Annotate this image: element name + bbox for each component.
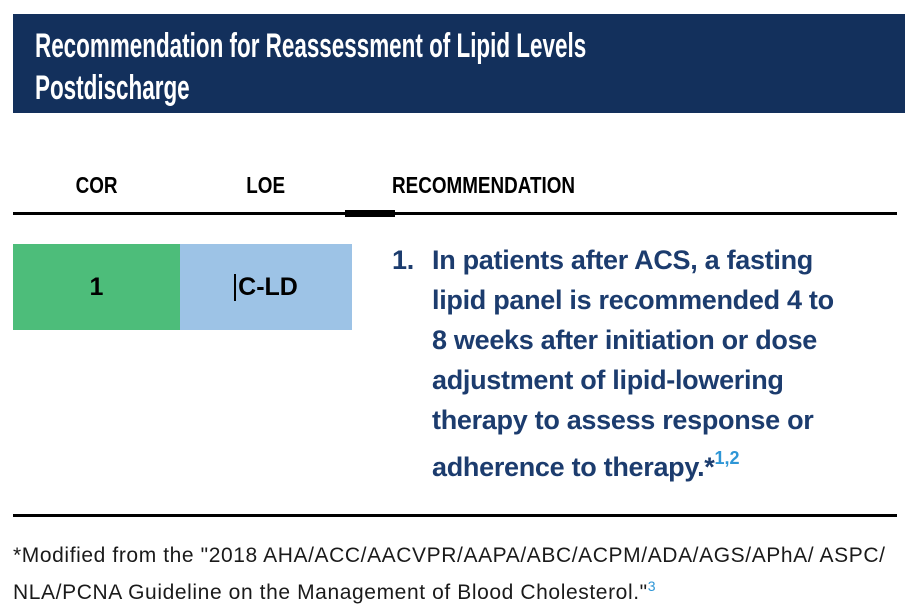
footnote-line: NLA/PCNA Guideline on the Management of …	[13, 581, 648, 604]
recommendation-line: 8 weeks after initiation or dose	[432, 325, 818, 355]
column-header-recommendation: RECOMMENDATION	[392, 172, 576, 198]
page-title-line-2: Postdischarge	[35, 69, 190, 107]
footnote-line: *Modified from the "2018 AHA/ACC/AACVPR/…	[13, 544, 886, 567]
recommendation-number: 1.	[392, 245, 414, 275]
table-bottom-rule	[13, 514, 897, 517]
loe-cell: C-LD	[180, 244, 352, 330]
recommendation-text: In patients after ACS, a fasting lipid p…	[432, 240, 834, 487]
column-header-loe: LOE	[246, 172, 286, 198]
recommendation-line: adherence to therapy.	[432, 452, 705, 482]
column-header-cor: COR	[75, 172, 118, 198]
table-header-rule-thick-segment	[345, 210, 395, 217]
recommendation-line: In patients after ACS, a fasting	[432, 245, 813, 275]
cor-cell: 1	[13, 244, 180, 330]
footnote-asterisk-marker: *	[704, 452, 715, 482]
reference-link-3[interactable]: 3	[647, 578, 656, 594]
loe-value: C-LD	[238, 272, 298, 301]
loe-leading-bar-artifact	[234, 273, 237, 301]
recommendation-line: therapy to assess response or	[432, 405, 814, 435]
reference-link-1-2[interactable]: 1,2	[714, 448, 740, 468]
table-header-rule	[13, 212, 897, 215]
page-title-line-1: Recommendation for Reassessment of Lipid…	[35, 27, 587, 65]
recommendation-line: lipid panel is recommended 4 to	[432, 285, 834, 315]
title-banner: Recommendation for Reassessment of Lipid…	[13, 14, 905, 113]
recommendation-item: 1. In patients after ACS, a fasting lipi…	[392, 240, 897, 487]
recommendation-line: adjustment of lipid-lowering	[432, 365, 784, 395]
table-footnote: *Modified from the "2018 AHA/ACC/AACVPR/…	[13, 540, 908, 608]
cor-value: 1	[89, 272, 104, 301]
